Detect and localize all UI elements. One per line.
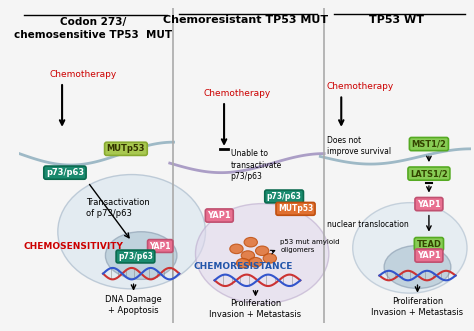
- Ellipse shape: [384, 246, 451, 288]
- Text: CHEMORESISTANCE: CHEMORESISTANCE: [193, 262, 293, 271]
- Ellipse shape: [105, 232, 177, 279]
- Ellipse shape: [237, 259, 250, 268]
- Text: Unable to
transactivate
p73/p63: Unable to transactivate p73/p63: [231, 149, 282, 181]
- Text: LATS1/2: LATS1/2: [410, 169, 448, 178]
- Text: DNA Damage
+ Apoptosis: DNA Damage + Apoptosis: [105, 295, 162, 315]
- Text: p73/p63: p73/p63: [118, 252, 153, 261]
- Text: Chemotherapy: Chemotherapy: [327, 82, 394, 91]
- Text: Does not
improve survival: Does not improve survival: [327, 136, 391, 156]
- Text: Transactivation
of p73/p63: Transactivation of p73/p63: [86, 198, 150, 218]
- Text: Proliferation
Invasion + Metastasis: Proliferation Invasion + Metastasis: [210, 299, 301, 319]
- Text: MUTp53: MUTp53: [278, 204, 313, 213]
- Text: p53 mut amyloid
oligomers: p53 mut amyloid oligomers: [280, 239, 340, 253]
- Text: MUTp53: MUTp53: [107, 144, 145, 153]
- Text: p73/p63: p73/p63: [46, 168, 84, 177]
- Text: Proliferation
Invasion + Metastasis: Proliferation Invasion + Metastasis: [372, 297, 464, 317]
- Ellipse shape: [263, 254, 276, 263]
- Ellipse shape: [241, 251, 255, 260]
- Text: YAP1: YAP1: [208, 211, 231, 220]
- Ellipse shape: [244, 237, 257, 247]
- Ellipse shape: [195, 204, 329, 304]
- Ellipse shape: [58, 174, 206, 289]
- Ellipse shape: [230, 244, 243, 254]
- Text: YAP1: YAP1: [417, 200, 441, 209]
- Text: Chemotherapy: Chemotherapy: [203, 89, 270, 98]
- Text: MST1/2: MST1/2: [411, 140, 447, 149]
- Text: p73/p63: p73/p63: [267, 192, 301, 201]
- Text: CHEMOSENSITIVITY: CHEMOSENSITIVITY: [24, 242, 124, 251]
- Ellipse shape: [255, 246, 269, 256]
- Text: Chemotherapy: Chemotherapy: [50, 70, 117, 79]
- Text: YAP1: YAP1: [417, 251, 441, 260]
- Ellipse shape: [353, 203, 467, 293]
- Text: TP53 WT: TP53 WT: [369, 16, 424, 25]
- Text: Chemoresistant TP53 MUT: Chemoresistant TP53 MUT: [164, 16, 328, 25]
- Ellipse shape: [249, 258, 262, 267]
- Text: Codon 273/
chemosensitive TP53  MUT: Codon 273/ chemosensitive TP53 MUT: [15, 17, 173, 40]
- Text: nuclear translocation: nuclear translocation: [327, 219, 409, 229]
- Text: TEAD: TEAD: [417, 240, 441, 249]
- Text: YAP1: YAP1: [149, 242, 171, 251]
